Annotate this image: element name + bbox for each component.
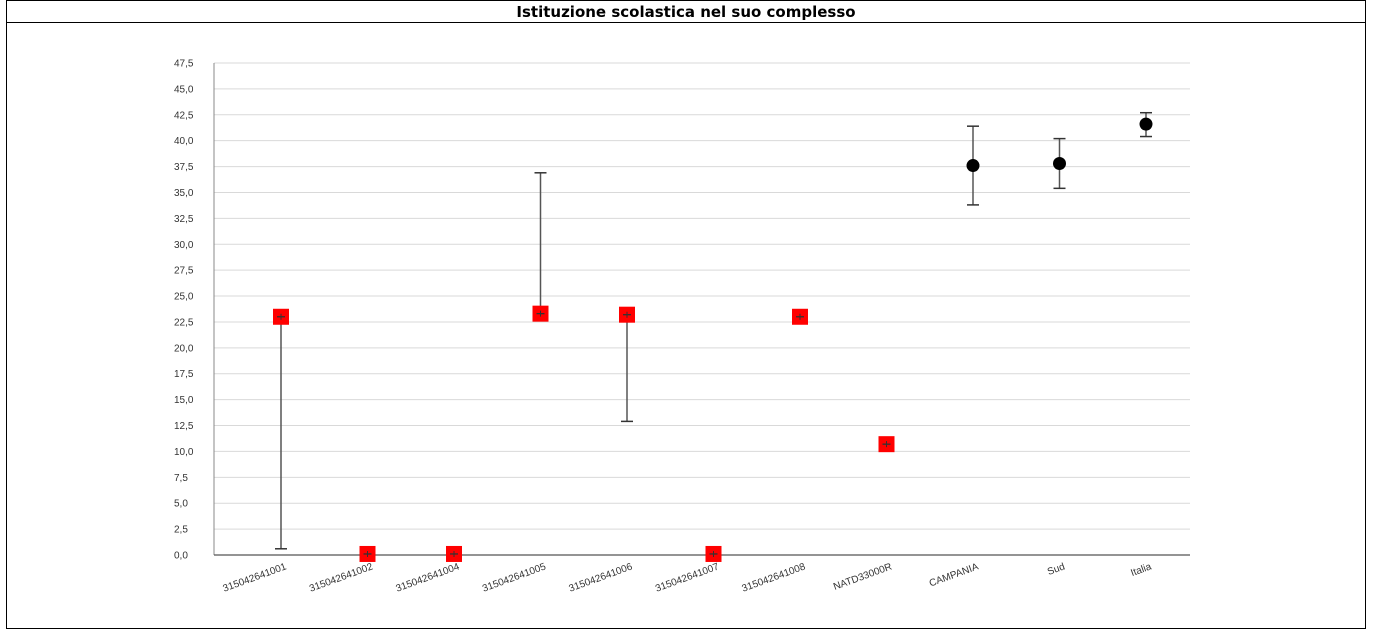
x-tick-label: 315042641006 (568, 561, 635, 594)
y-tick-label: 42,5 (174, 110, 194, 121)
y-tick-label: 35,0 (174, 188, 194, 199)
x-tick-label: 315042641008 (741, 561, 808, 594)
y-tick-label: 0,0 (174, 551, 188, 562)
y-tick-label: 30,0 (174, 240, 194, 251)
y-tick-label: 17,5 (174, 369, 194, 380)
chart-plot: 0,0 2,5 5,0 7,5 10,0 12,5 15,0 17,5 20,0 22,5 25,0… (174, 59, 1190, 595)
y-tick-label: 12,5 (174, 421, 194, 432)
chart-title: Istituzione scolastica nel suo complesso (516, 2, 856, 21)
x-tick-label: 315042641007 (654, 561, 721, 594)
y-tick-label: 32,5 (174, 214, 194, 225)
x-tick-label: CAMPANIA (928, 561, 980, 589)
y-tick-label: 45,0 (174, 84, 194, 95)
y-tick-label: 25,0 (174, 292, 194, 303)
x-tick-label: NATD33000R (832, 561, 894, 592)
x-tick-label: Italia (1129, 561, 1153, 579)
x-tick-label: 315042641004 (395, 561, 462, 594)
x-tick-label: Sud (1046, 561, 1066, 577)
y-tick-label: 27,5 (174, 266, 194, 277)
y-tick-label: 40,0 (174, 136, 194, 147)
title-bar: Istituzione scolastica nel suo complesso (7, 1, 1365, 23)
x-tick-label: 315042641001 (222, 561, 289, 594)
y-tick-label: 47,5 (174, 59, 194, 70)
y-tick-label: 37,5 (174, 162, 194, 173)
y-tick-label: 15,0 (174, 395, 194, 406)
y-tick-label: 10,0 (174, 447, 194, 458)
y-tick-label: 20,0 (174, 343, 194, 354)
y-tick-label: 7,5 (174, 473, 188, 484)
data-point (1139, 117, 1153, 131)
y-tick-label: 2,5 (174, 525, 188, 536)
data-point (966, 159, 980, 173)
y-tick-label: 22,5 (174, 317, 194, 328)
y-tick-label: 5,0 (174, 499, 188, 510)
x-tick-label: 315042641002 (308, 561, 375, 594)
x-tick-label: 315042641005 (481, 561, 548, 594)
chart-frame: Istituzione scolastica nel suo complesso… (6, 0, 1366, 629)
data-point (1053, 156, 1066, 170)
